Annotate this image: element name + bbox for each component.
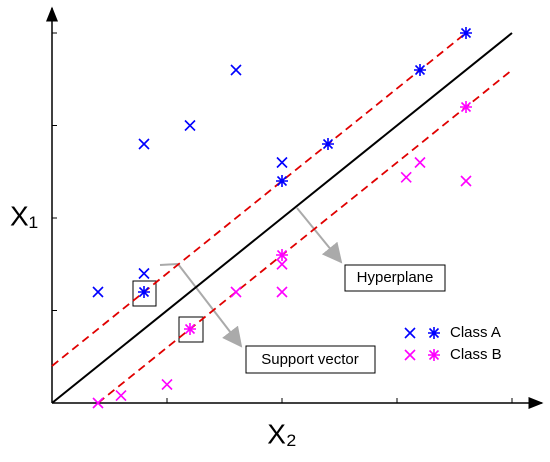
y-axis-label: X₁ (10, 200, 38, 231)
point-cross (184, 119, 196, 132)
legend-label: Class A (450, 324, 501, 341)
arrow (159, 263, 179, 266)
point-cross (276, 286, 288, 298)
x-axis-label: X₂ (267, 418, 297, 449)
legend-cross (404, 327, 416, 339)
point-star (414, 64, 426, 76)
support-box (178, 316, 204, 343)
point-cross (400, 171, 412, 183)
point-cross (276, 258, 288, 270)
point-cross (138, 267, 150, 280)
point-cross (92, 286, 104, 298)
arrow (296, 207, 343, 264)
point-star (322, 138, 334, 150)
hyperplane (51, 32, 513, 404)
point-star (460, 27, 472, 39)
point-cross (138, 138, 150, 150)
point-star (184, 323, 196, 335)
point-star (460, 101, 472, 113)
margin-line (51, 32, 467, 367)
legend-star (428, 349, 440, 361)
point-star (276, 175, 288, 187)
legend-label: Class B (450, 346, 502, 363)
annotation: Support vector (261, 351, 359, 368)
legend-cross (404, 349, 416, 361)
point-star (138, 286, 150, 298)
annotation-box (344, 264, 446, 292)
point-cross (161, 378, 173, 391)
plot-area: Class A Class B (51, 27, 513, 409)
point-cross (115, 390, 127, 402)
point-cross (230, 64, 242, 76)
margin-line (97, 69, 513, 404)
point-cross (276, 156, 288, 169)
point-cross (460, 175, 472, 187)
point-cross (92, 397, 104, 409)
support-box (132, 280, 157, 307)
annotation: Hyperplane (357, 269, 434, 286)
arrow (177, 263, 243, 348)
annotation-box (245, 345, 376, 374)
point-cross (230, 286, 242, 298)
legend-star (428, 327, 440, 339)
point-star (276, 249, 288, 261)
point-cross (414, 156, 426, 169)
